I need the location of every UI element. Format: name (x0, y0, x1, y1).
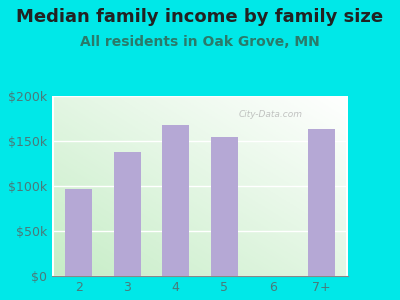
Bar (65, 189, 92, 276)
Bar (114, 152, 140, 276)
Text: City-Data.com: City-Data.com (238, 110, 302, 119)
Text: Median family income by family size: Median family income by family size (16, 8, 384, 26)
Bar (162, 125, 189, 276)
Text: All residents in Oak Grove, MN: All residents in Oak Grove, MN (80, 34, 320, 49)
Bar (211, 136, 238, 276)
Bar (308, 129, 335, 276)
